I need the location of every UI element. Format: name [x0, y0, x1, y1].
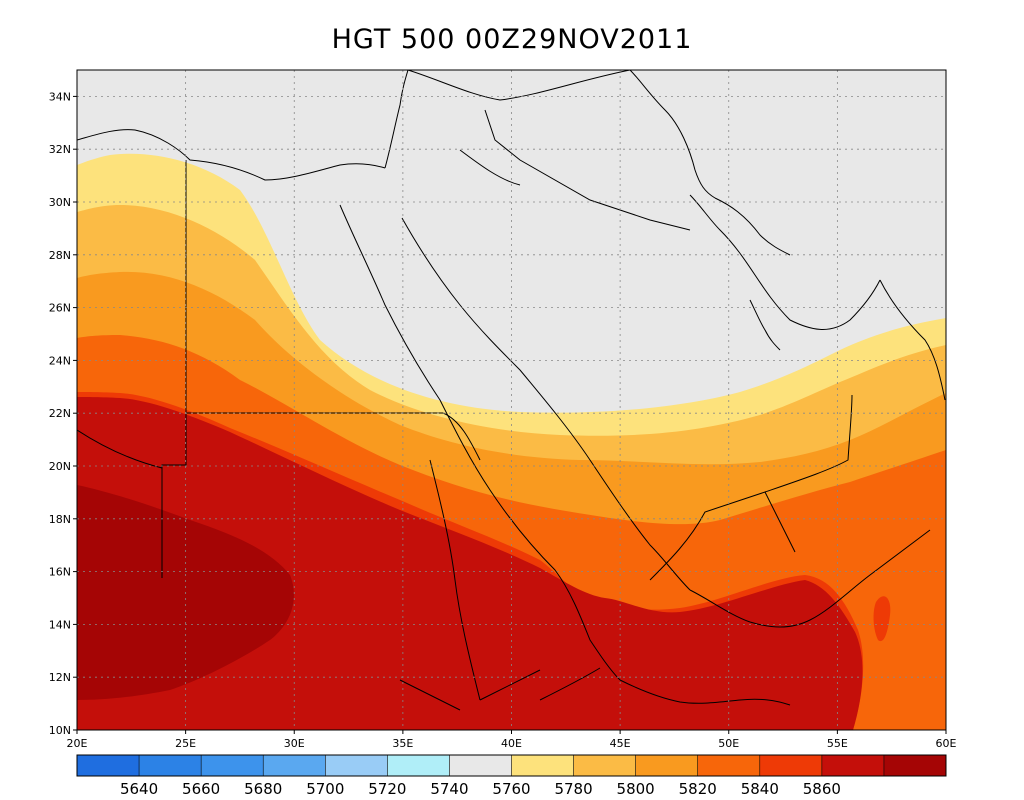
colorbar-swatch: [759, 755, 822, 776]
colorbar-swatch: [821, 755, 884, 776]
colorbar-label: 5800: [617, 780, 655, 798]
colorbar: [76, 754, 947, 777]
axis-labels: 20E 25E 30E 35E 40E 45E 50E 55E 60E 10N 12N 14N 16N 1…: [49, 90, 957, 750]
band-5860-cell: [873, 596, 891, 642]
colorbar-label: 5680: [244, 780, 282, 798]
colorbar-label: 5640: [120, 780, 158, 798]
colorbar-label: 5760: [492, 780, 530, 798]
colorbar-swatch: [387, 755, 450, 776]
colorbar-label: 5780: [554, 780, 592, 798]
tick-label-lat: 10N: [49, 724, 71, 737]
tick-label-lon: 50E: [718, 737, 739, 750]
colorbar-label: 5820: [679, 780, 717, 798]
tick-label-lat: 26N: [49, 302, 71, 315]
colorbar-swatch: [325, 755, 388, 776]
colorbar-label: 5840: [741, 780, 779, 798]
height-field: [77, 70, 946, 730]
tick-label-lon: 60E: [936, 737, 957, 750]
tick-label-lat: 32N: [49, 143, 71, 156]
tick-label-lat: 28N: [49, 249, 71, 262]
tick-label-lat: 20N: [49, 460, 71, 473]
colorbar-label: 5700: [306, 780, 344, 798]
colorbar-swatch: [511, 755, 574, 776]
colorbar-swatch: [77, 755, 140, 776]
band-above-5860: [77, 397, 863, 730]
colorbar-swatch: [573, 755, 636, 776]
tick-label-lon: 55E: [827, 737, 848, 750]
tick-label-lat: 24N: [49, 354, 71, 367]
axis-ticks: [73, 95, 947, 734]
colorbar-label: 5740: [430, 780, 468, 798]
colorbar-swatch: [697, 755, 760, 776]
tick-label-lat: 34N: [49, 90, 71, 103]
colorbar-labels: 5640 5660 5680 5700 5720 5740 5760 5780 5800 5820…: [120, 780, 841, 798]
tick-label-lon: 25E: [175, 737, 196, 750]
tick-label-lon: 20E: [67, 737, 88, 750]
tick-label-lon: 35E: [392, 737, 413, 750]
tick-label-lat: 16N: [49, 566, 71, 579]
tick-label-lat: 14N: [49, 618, 71, 631]
tick-label-lon: 30E: [284, 737, 305, 750]
colorbar-label: 5720: [368, 780, 406, 798]
tick-label-lat: 18N: [49, 513, 71, 526]
colorbar-label: 5860: [803, 780, 841, 798]
graticule: [77, 70, 946, 730]
colorbar-swatch: [449, 755, 512, 776]
colorbar-swatch: [263, 755, 326, 776]
colorbar-label: 5660: [182, 780, 220, 798]
tick-label-lat: 12N: [49, 671, 71, 684]
colorbar-swatch: [635, 755, 698, 776]
tick-label-lat: 30N: [49, 196, 71, 209]
map-title: HGT 500 00Z29NOV2011: [331, 24, 693, 55]
colorbar-swatch: [883, 755, 946, 776]
colorbar-swatch: [139, 755, 202, 776]
colorbar-swatch: [201, 755, 264, 776]
tick-label-lon: 40E: [501, 737, 522, 750]
tick-label-lat: 22N: [49, 407, 71, 420]
tick-label-lon: 45E: [610, 737, 631, 750]
coastlines: [77, 70, 946, 706]
